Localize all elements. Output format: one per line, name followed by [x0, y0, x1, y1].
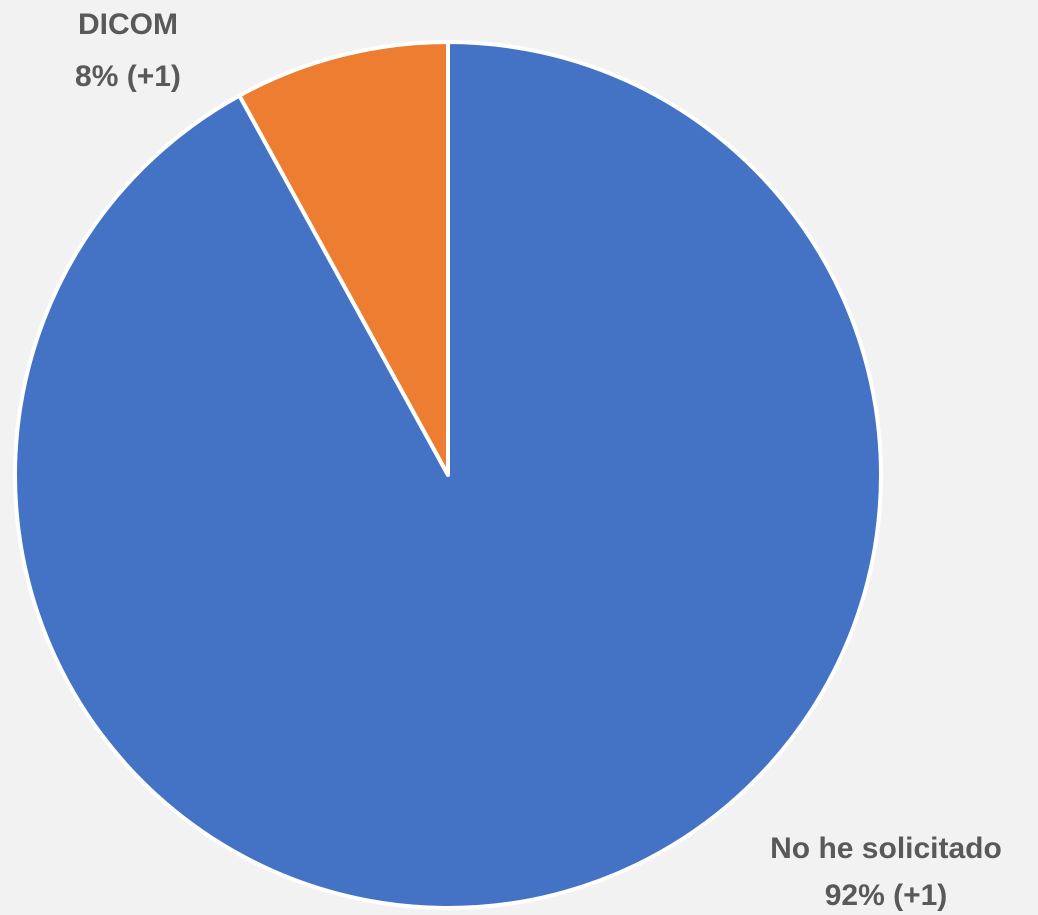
- pie-slices: [13, 40, 883, 910]
- data-label-no-he-solicitado-value: 92% (+1): [825, 879, 948, 912]
- data-label-no-he-solicitado-name: No he solicitado: [770, 832, 1002, 865]
- data-label-dicom-name: DICOM: [78, 8, 178, 41]
- data-label-dicom-value: 8% (+1): [75, 60, 181, 93]
- pie-slice-dicom: [237, 40, 450, 477]
